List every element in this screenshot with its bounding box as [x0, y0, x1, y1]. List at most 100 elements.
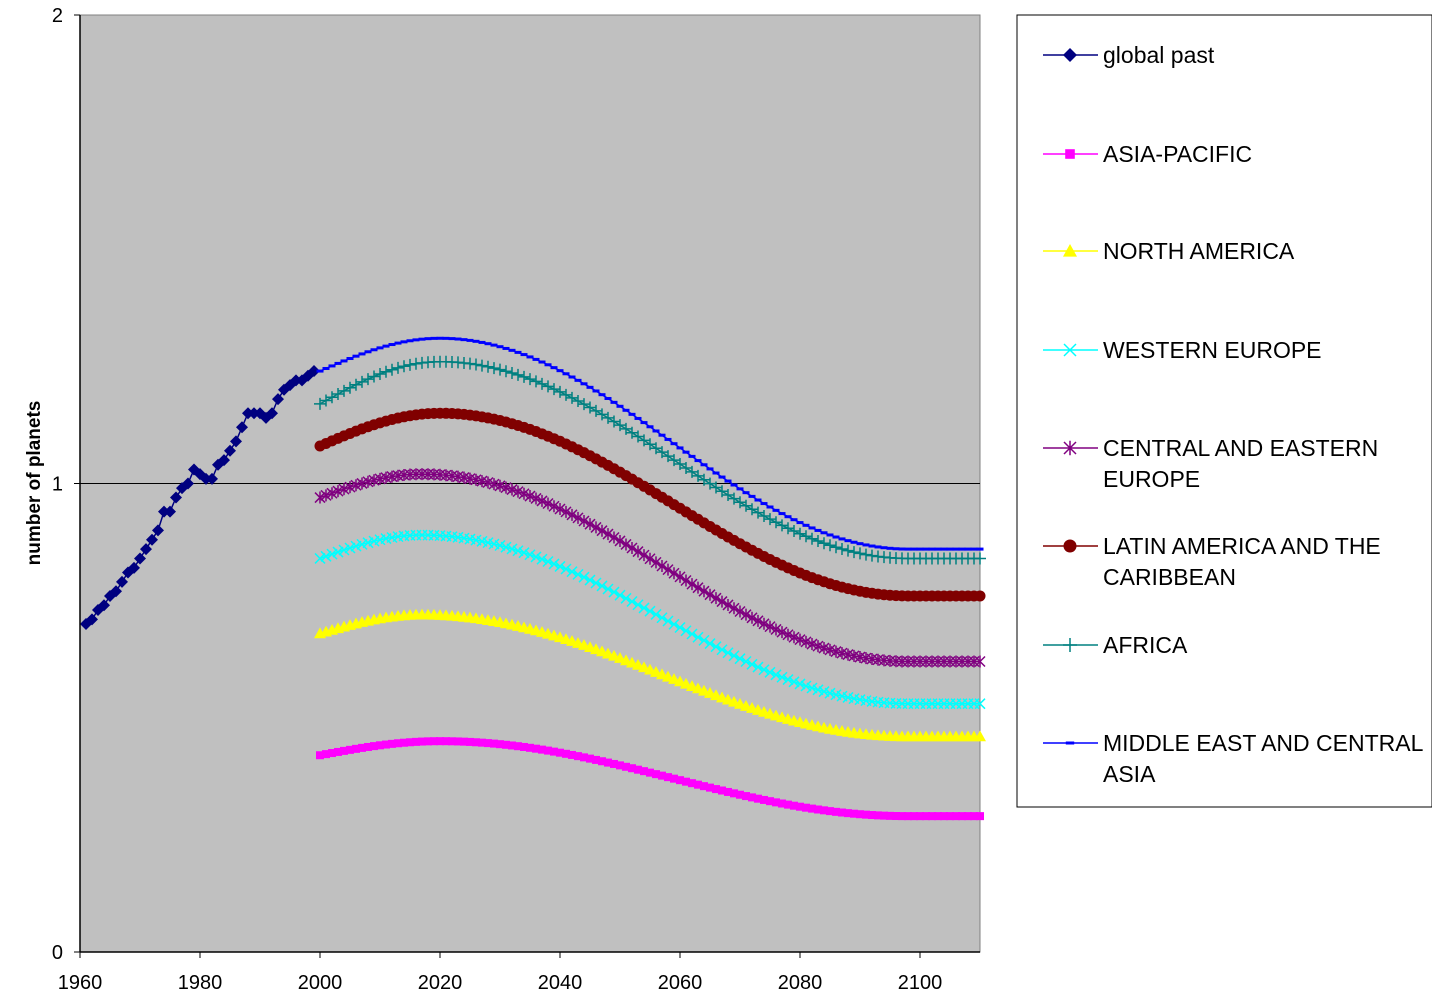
data-point — [412, 338, 420, 342]
data-point — [974, 698, 986, 710]
data-point — [316, 369, 324, 373]
data-point — [418, 737, 426, 746]
data-point — [740, 655, 752, 668]
data-point — [722, 647, 734, 659]
data-point — [676, 776, 684, 785]
data-point — [760, 795, 768, 804]
data-point — [652, 429, 660, 433]
data-point — [746, 658, 758, 670]
data-point — [658, 433, 666, 437]
data-point — [352, 354, 360, 358]
data-point — [686, 578, 698, 591]
data-point — [814, 805, 822, 814]
data-point — [800, 635, 812, 648]
data-point — [524, 549, 536, 561]
data-point — [494, 363, 506, 376]
data-point — [182, 477, 194, 490]
y-axis-title: number of planets — [24, 401, 45, 566]
data-point — [728, 650, 740, 662]
data-point — [608, 531, 620, 544]
data-point — [838, 537, 846, 541]
data-point — [974, 655, 986, 668]
data-point — [764, 666, 776, 678]
data-point — [700, 782, 708, 791]
data-point — [812, 535, 824, 548]
data-point — [928, 812, 936, 821]
data-point — [976, 812, 984, 821]
data-point — [572, 511, 584, 524]
data-point — [836, 542, 848, 555]
data-point — [610, 759, 618, 768]
data-point — [146, 533, 158, 546]
data-point — [730, 789, 738, 798]
data-point — [958, 547, 966, 551]
data-point — [818, 537, 830, 550]
data-point — [566, 508, 578, 521]
data-point — [740, 608, 752, 621]
data-point — [484, 342, 492, 346]
data-point — [338, 384, 350, 397]
x-tick-label: 2040 — [538, 972, 583, 994]
data-point — [478, 340, 486, 344]
data-point — [934, 547, 942, 551]
data-point — [910, 547, 918, 551]
data-point — [364, 742, 372, 751]
data-point — [682, 777, 690, 786]
data-point — [686, 628, 698, 640]
data-point — [638, 549, 650, 562]
data-point — [772, 508, 780, 512]
data-point — [788, 631, 800, 644]
data-point — [778, 512, 786, 516]
data-point — [466, 338, 474, 342]
data-point — [340, 746, 348, 755]
data-point — [344, 542, 356, 554]
legend-item: LATIN AMERICA AND THE CARIBBEAN — [1043, 533, 1381, 590]
data-point — [940, 547, 948, 551]
data-point — [536, 553, 548, 565]
data-point — [880, 546, 888, 550]
data-point — [776, 671, 788, 683]
data-point — [394, 341, 402, 345]
data-point — [602, 528, 614, 541]
data-point — [886, 811, 894, 820]
legend-swatch-marker — [1065, 149, 1075, 159]
data-point — [368, 370, 380, 383]
data-point — [560, 563, 572, 575]
data-point — [556, 748, 564, 757]
data-point — [602, 583, 614, 595]
data-point — [532, 744, 540, 753]
data-point — [748, 793, 756, 802]
data-point — [266, 407, 278, 420]
data-point — [758, 664, 770, 676]
data-point — [694, 780, 702, 789]
data-point — [488, 362, 500, 375]
data-point — [710, 592, 722, 605]
data-point — [782, 522, 794, 535]
data-point — [590, 521, 602, 534]
data-point — [784, 800, 792, 809]
data-point — [554, 560, 566, 572]
legend-label: global past — [1103, 42, 1215, 68]
data-point — [746, 611, 758, 624]
data-point — [716, 644, 728, 656]
data-point — [430, 336, 438, 340]
data-point — [512, 485, 524, 498]
legend-item: WESTERN EUROPE — [1043, 337, 1322, 363]
data-point — [664, 437, 672, 441]
data-point — [472, 339, 480, 343]
data-point — [850, 540, 858, 544]
data-point — [614, 589, 626, 601]
data-point — [712, 471, 720, 475]
data-point — [736, 487, 744, 491]
data-point — [656, 560, 668, 573]
data-point — [344, 381, 356, 394]
data-point — [326, 487, 338, 500]
data-point — [664, 773, 672, 782]
data-point — [526, 743, 534, 752]
data-point — [874, 545, 882, 549]
data-point — [800, 680, 812, 692]
series-western-europe — [314, 529, 986, 710]
data-point — [670, 442, 678, 446]
data-point — [704, 638, 716, 650]
data-point — [332, 546, 344, 558]
